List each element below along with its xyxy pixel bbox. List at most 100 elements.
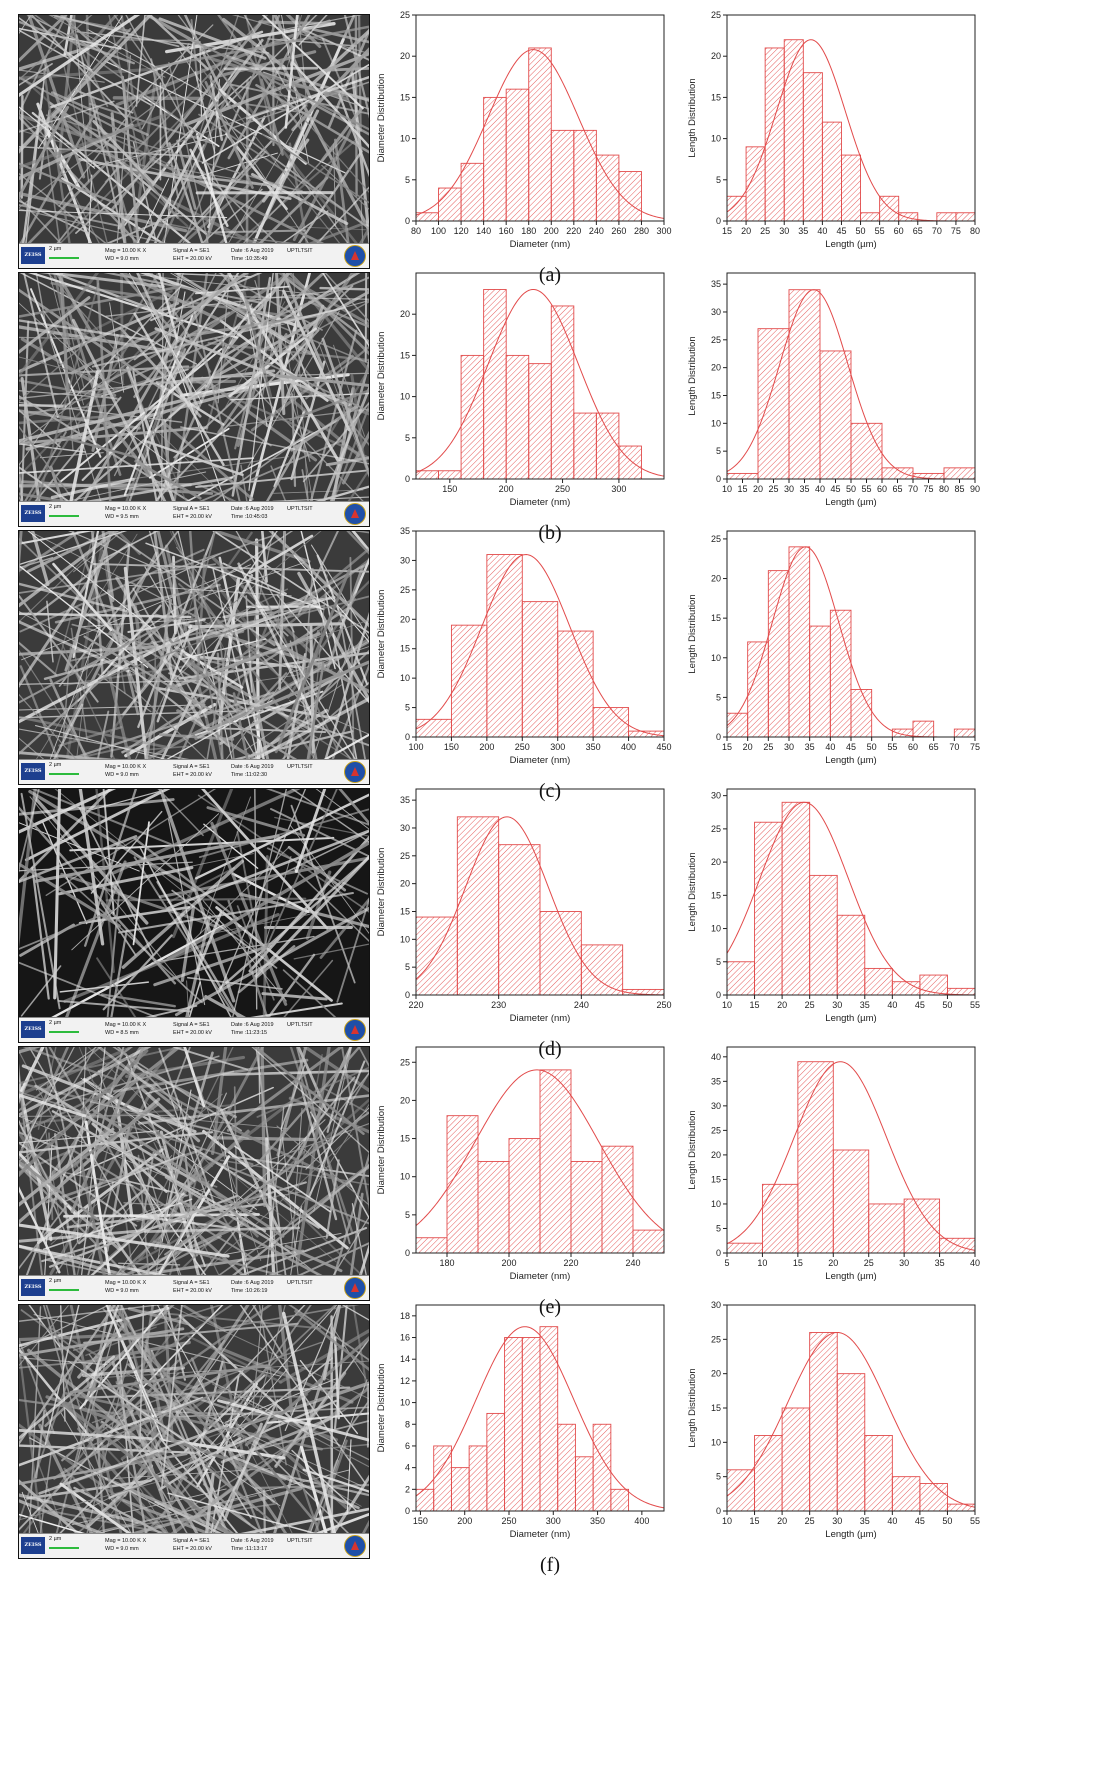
x-tick-label: 30 [784,742,794,752]
histogram-bar [726,1242,763,1254]
histogram-bar [781,801,811,996]
histogram-bar [809,625,831,738]
y-tick-label: 15 [400,92,410,102]
y-tick-label: 30 [711,791,721,801]
x-tick-label: 150 [413,1516,428,1526]
scale-bar: 2 µm [49,1536,89,1554]
zeiss-logo: ZEISS [21,763,45,780]
x-tick-label: 35 [860,1516,870,1526]
zeiss-logo: ZEISS [21,1279,45,1296]
y-tick-label: 6 [405,1441,410,1451]
diameter-histogram: 80 100 120 140 160 180 200 220 240 260 280 300 0 5 10 1… [376,10,672,250]
y-tick-label: 8 [405,1419,410,1429]
scale-bar: 2 µm [49,1278,89,1296]
x-tick-label: 80 [411,226,421,236]
y-tick-label: 10 [711,653,721,663]
scale-bar-line [49,1547,79,1549]
sem-micrograph: ZEISS 2 µm Mag = 10.00 K X WD = 8.5 mm Signa… [18,788,370,1043]
x-tick-label: 30 [832,1000,842,1010]
sem-info-column: Date :6 Aug 2019 Time :11:13:17 [231,1537,274,1553]
y-tick-label: 5 [405,433,410,443]
histogram-bar [802,72,823,222]
y-tick-label: 35 [400,795,410,805]
diameter-histogram: 180 200 220 240 0 5 10 15 20 25 Diameter (nm) Diame… [376,1046,665,1282]
histogram-bar [809,874,838,996]
y-axis-label: Diameter Distribution [376,332,387,421]
x-tick-label: 15 [737,484,747,494]
y-tick-label: 2 [405,1484,410,1494]
scale-bar-line [49,1289,79,1291]
y-tick-label: 25 [711,534,721,544]
y-tick-label: 20 [711,1369,721,1379]
scale-bar: 2 µm [49,504,89,522]
y-tick-label: 40 [711,1052,721,1062]
histogram-bar [574,1456,594,1512]
histogram-bar [438,187,462,222]
histogram-bar [415,1488,435,1512]
sem-signal: Signal A = SE1 [173,1280,210,1286]
y-tick-label: 20 [711,1150,721,1160]
x-tick-label: 50 [942,1000,952,1010]
x-tick-label: 55 [970,1516,980,1526]
x-tick-label: 80 [970,226,980,236]
normal-fit-curve [416,1069,664,1231]
histogram-bar [415,916,458,996]
y-tick-label: 10 [400,134,410,144]
zeiss-logo: ZEISS [21,1021,45,1038]
scale-bar-label: 2 µm [49,504,62,510]
y-tick-label: 0 [716,474,721,484]
x-tick-label: 15 [722,226,732,236]
normal-fit-curve [416,288,664,477]
x-tick-label: 20 [828,1258,838,1268]
figure-panel: ZEISS 2 µm Mag = 10.00 K X WD = 8.5 mm Signa… [0,776,1098,1066]
x-tick-label: 70 [949,742,959,752]
sem-mag: Mag = 10.00 K X [105,1538,147,1544]
histogram-bar [903,1198,941,1254]
sem-date: Date :6 Aug 2019 [231,1280,274,1286]
x-tick-label: 200 [479,742,494,752]
y-tick-label: 30 [711,1101,721,1111]
sem-time: Time :11:02:30 [231,772,268,778]
histogram-bar [809,1332,838,1512]
x-tick-label: 260 [611,226,626,236]
sem-info-column: Mag = 10.00 K X WD = 9.0 mm [105,1279,146,1295]
y-tick-label: 0 [405,1506,410,1516]
x-axis-label: Diameter (nm) [510,239,571,250]
x-tick-label: 10 [722,484,732,494]
histogram-bar [450,624,488,738]
histogram-bar [819,350,852,480]
histogram-bar [891,981,921,996]
sem-info-column: Signal A = SE1 EHT = 20.00 kV [173,763,212,779]
sem-eht: EHT = 20.00 kV [173,772,212,778]
x-tick-label: 20 [743,742,753,752]
x-tick-label: 400 [621,742,636,752]
x-tick-label: 45 [830,484,840,494]
y-tick-label: 25 [711,1125,721,1135]
y-tick-label: 18 [400,1311,410,1321]
sem-org: UPTLTSIT [287,1538,313,1544]
histogram-bar [438,470,462,480]
sem-micrograph: ZEISS 2 µm Mag = 10.00 K X WD = 9.5 mm Signa… [18,272,370,527]
sem-eht: EHT = 20.00 kV [173,1288,212,1294]
x-tick-label: 240 [625,1258,640,1268]
normal-fit-curve [727,1061,975,1251]
panel-label: (a) [538,264,562,286]
sem-info-column: Mag = 10.00 K X WD = 9.0 mm [105,763,146,779]
normal-fit-curve [416,816,664,995]
x-tick-label: 400 [634,1516,649,1526]
x-tick-label: 240 [574,1000,589,1010]
y-tick-label: 5 [716,175,721,185]
x-tick-label: 45 [846,742,856,752]
x-tick-label: 65 [929,742,939,752]
sem-mag: Mag = 10.00 K X [105,1280,147,1286]
histogram-bar [483,96,507,222]
y-tick-label: 20 [400,51,410,61]
histogram-bar [595,412,620,480]
x-tick-label: 150 [444,742,459,752]
histogram-bar [936,212,957,222]
histogram-bar [539,1069,572,1254]
sem-info-column: UPTLTSIT [287,763,313,771]
histogram-bar [797,1061,834,1254]
sem-micrograph: ZEISS 2 µm Mag = 10.00 K X WD = 9.0 mm Signa… [18,1046,370,1301]
x-tick-label: 45 [915,1516,925,1526]
